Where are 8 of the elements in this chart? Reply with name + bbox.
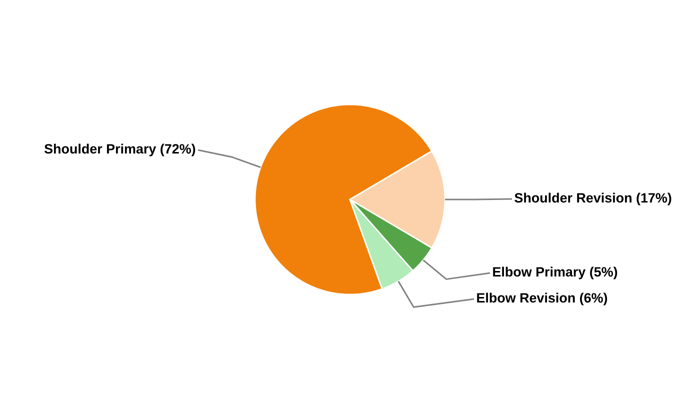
slice-label: Shoulder Revision <box>514 192 632 203</box>
slice-label: Elbow Revision <box>477 292 575 303</box>
data-label: (17%) <box>636 192 672 206</box>
slice-label: Elbow Primary <box>493 266 586 280</box>
data-label: (72%) <box>160 144 196 156</box>
slice-label: Shoulder Primary <box>44 144 156 156</box>
data-label: (5%) <box>590 266 618 280</box>
data-label: (6%) <box>580 292 608 306</box>
